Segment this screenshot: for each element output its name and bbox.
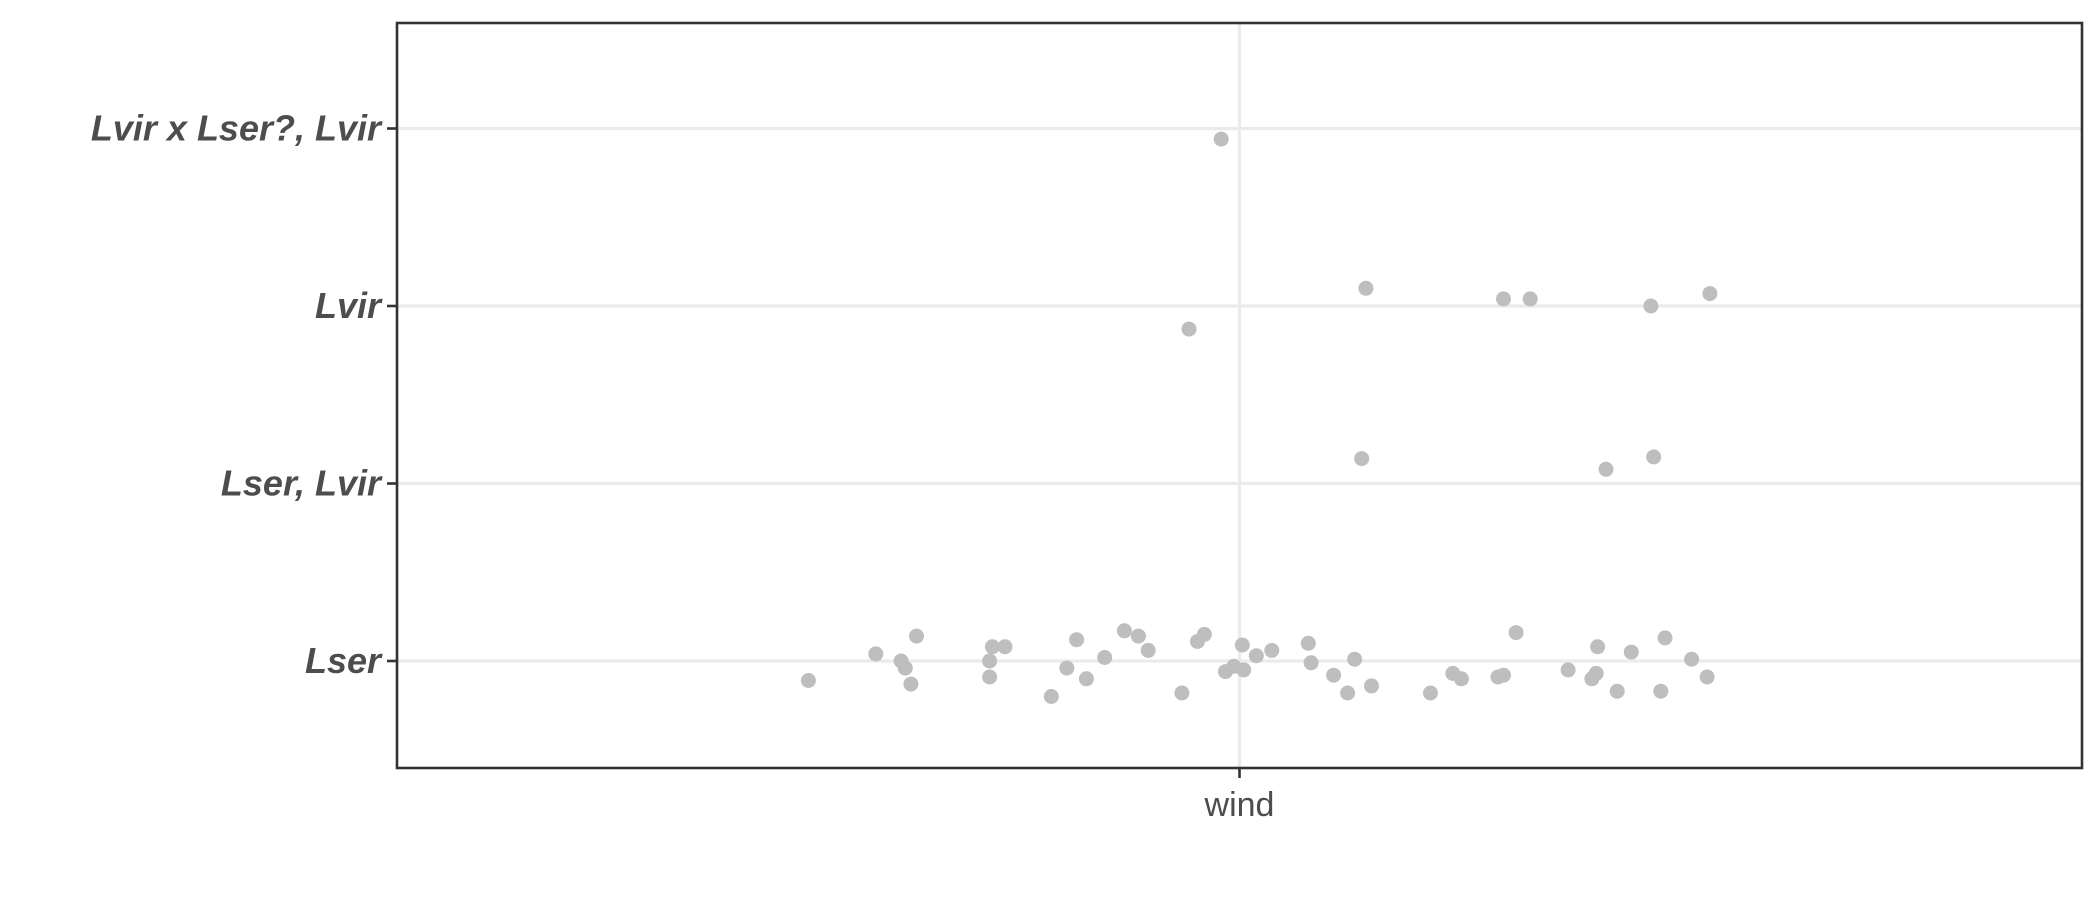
data-point — [1059, 660, 1075, 676]
data-point — [1213, 131, 1229, 147]
data-point — [1078, 671, 1094, 687]
data-point — [1140, 642, 1156, 658]
data-point — [1508, 625, 1524, 641]
data-point — [1326, 667, 1342, 683]
data-point — [1340, 685, 1356, 701]
data-point — [1043, 689, 1059, 704]
data-point — [1598, 461, 1614, 477]
data-point — [903, 676, 919, 692]
data-point — [984, 639, 1000, 655]
data-point — [1174, 685, 1190, 701]
data-point — [1657, 630, 1673, 646]
data-point — [1130, 628, 1146, 644]
data-point — [1590, 639, 1606, 655]
data-point — [1069, 632, 1085, 648]
data-point — [1646, 449, 1662, 465]
data-point — [982, 669, 998, 685]
data-point — [1116, 623, 1132, 639]
data-point — [1300, 635, 1316, 651]
data-point — [1181, 321, 1197, 337]
data-point — [1653, 683, 1669, 699]
y-tick-label: Lser, Lvir — [221, 463, 383, 504]
data-point — [982, 653, 998, 669]
y-tick-label: Lvir x Lser?, Lvir — [91, 108, 383, 149]
data-point — [1588, 665, 1604, 681]
data-point — [1347, 651, 1363, 667]
data-point — [897, 660, 913, 676]
data-point — [1453, 671, 1469, 687]
data-point — [997, 639, 1013, 655]
data-point — [1623, 644, 1639, 660]
data-point — [1702, 286, 1718, 302]
data-point — [1560, 662, 1576, 678]
y-tick-label: Lser — [305, 640, 383, 681]
data-point — [1236, 662, 1252, 678]
data-point — [1496, 291, 1511, 307]
data-point — [1643, 298, 1659, 314]
data-point — [1496, 667, 1511, 683]
data-point — [1609, 683, 1625, 699]
data-point — [1354, 451, 1370, 467]
data-point — [800, 673, 816, 688]
data-point — [1097, 650, 1113, 665]
data-point — [1423, 685, 1438, 701]
data-point — [909, 628, 924, 644]
data-point — [1522, 291, 1538, 307]
data-point — [1234, 637, 1250, 653]
data-point — [1358, 280, 1374, 296]
data-point — [1364, 678, 1379, 694]
data-point — [1248, 648, 1264, 664]
data-point — [1699, 669, 1715, 685]
data-point — [1196, 626, 1212, 642]
data-point — [1264, 642, 1280, 658]
x-tick-label: wind — [1204, 786, 1275, 824]
data-point — [1303, 655, 1319, 671]
data-point — [1684, 651, 1700, 667]
data-point — [868, 646, 884, 662]
y-tick-label: Lvir — [315, 285, 383, 326]
